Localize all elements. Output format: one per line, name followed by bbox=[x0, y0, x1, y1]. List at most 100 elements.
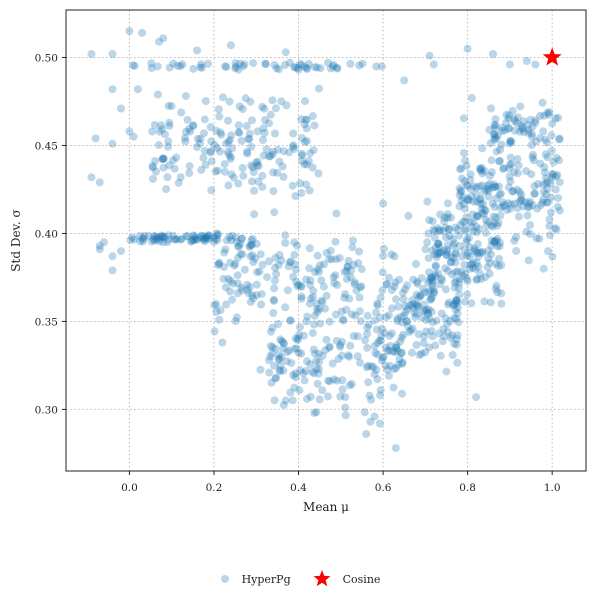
hyperpg-point bbox=[302, 115, 311, 124]
hyperpg-point bbox=[392, 344, 401, 353]
hyperpg-point bbox=[117, 104, 125, 113]
hyperpg-point bbox=[186, 237, 195, 246]
hyperpg-point bbox=[229, 279, 238, 288]
hyperpg-point bbox=[173, 61, 182, 70]
hyperpg-point bbox=[245, 242, 254, 251]
hyperpg-point bbox=[275, 250, 284, 259]
hyperpg-point bbox=[427, 307, 436, 316]
hyperpg-point bbox=[448, 270, 457, 279]
hyperpg-point bbox=[190, 236, 199, 245]
hyperpg-point bbox=[177, 108, 186, 117]
hyperpg-point bbox=[498, 123, 507, 132]
hyperpg-point bbox=[457, 267, 466, 276]
hyperpg-point bbox=[414, 330, 423, 339]
hyperpg-point bbox=[397, 349, 406, 358]
hyperpg-point bbox=[302, 124, 311, 133]
hyperpg-point bbox=[252, 291, 261, 300]
hyperpg-point bbox=[555, 206, 564, 215]
hyperpg-point bbox=[494, 182, 503, 191]
y-axis-label: Std Dev. σ bbox=[9, 209, 23, 271]
hyperpg-point bbox=[531, 60, 540, 69]
hyperpg-point bbox=[313, 251, 322, 260]
hyperpg-point bbox=[245, 129, 254, 138]
hyperpg-point bbox=[130, 61, 139, 70]
hyperpg-point bbox=[202, 235, 211, 244]
hyperpg-point bbox=[170, 235, 179, 244]
hyperpg-point bbox=[476, 165, 485, 174]
hyperpg-point bbox=[443, 266, 452, 275]
hyperpg-point bbox=[486, 139, 495, 148]
hyperpg-point bbox=[315, 267, 324, 276]
hyperpg-point bbox=[415, 351, 424, 359]
hyperpg-point bbox=[553, 202, 562, 211]
hyperpg-point bbox=[497, 299, 506, 308]
hyperpg-point bbox=[554, 113, 563, 122]
hyperpg-point bbox=[261, 59, 270, 68]
hyperpg-point bbox=[531, 189, 539, 198]
hyperpg-point bbox=[316, 319, 325, 328]
hyperpg-point bbox=[271, 344, 280, 353]
hyperpg-point bbox=[453, 309, 462, 318]
hyperpg-point bbox=[542, 179, 551, 188]
hyperpg-point bbox=[214, 259, 223, 268]
hyperpg-point bbox=[171, 235, 180, 244]
hyperpg-point bbox=[455, 191, 464, 200]
hyperpg-point bbox=[152, 235, 161, 244]
hyperpg-point bbox=[480, 297, 489, 306]
hyperpg-point bbox=[315, 84, 323, 93]
hyperpg-point bbox=[169, 156, 178, 165]
hyperpg-point bbox=[267, 378, 276, 387]
hyperpg-point bbox=[378, 286, 387, 295]
hyperpg-point bbox=[510, 126, 519, 135]
hyperpg-point bbox=[346, 273, 355, 282]
hyperpg-point bbox=[268, 150, 277, 159]
y-tick-labels: 0.30 0.35 0.40 0.45 0.50 bbox=[35, 53, 58, 417]
grid-lines bbox=[66, 10, 586, 471]
hyperpg-point bbox=[484, 192, 493, 201]
hyperpg-point bbox=[183, 115, 192, 124]
axis-ticks bbox=[62, 57, 553, 475]
hyperpg-point bbox=[451, 299, 460, 308]
hyperpg-point bbox=[478, 249, 487, 257]
hyperpg-point bbox=[302, 180, 311, 189]
hyperpg-point bbox=[531, 118, 540, 127]
hyperpg-point bbox=[513, 169, 522, 178]
hyperpg-point bbox=[492, 236, 501, 245]
hyperpg-point bbox=[452, 296, 461, 304]
hyperpg-point bbox=[424, 229, 433, 238]
hyperpg-point bbox=[513, 185, 521, 194]
hyperpg-point bbox=[207, 147, 216, 156]
hyperpg-point bbox=[243, 285, 252, 294]
hyperpg-point bbox=[151, 232, 160, 241]
hyperpg-point bbox=[525, 202, 534, 211]
hyperpg-point bbox=[491, 183, 500, 191]
hyperpg-point bbox=[382, 280, 391, 289]
hyperpg-point bbox=[215, 112, 224, 121]
hyperpg-point bbox=[453, 298, 462, 307]
hyperpg-point bbox=[238, 286, 247, 295]
hyperpg-point bbox=[317, 276, 326, 285]
hyperpg-point bbox=[319, 282, 328, 291]
hyperpg-point bbox=[552, 172, 561, 181]
hyperpg-point bbox=[376, 336, 385, 345]
hyperpg-point bbox=[91, 134, 100, 143]
hyperpg-point bbox=[281, 231, 290, 240]
hyperpg-point bbox=[386, 361, 395, 370]
hyperpg-point bbox=[490, 238, 499, 247]
hyperpg-point bbox=[196, 63, 205, 72]
hyperpg-point bbox=[310, 349, 319, 358]
hyperpg-point bbox=[447, 213, 456, 222]
hyperpg-point bbox=[435, 243, 444, 252]
hyperpg-point bbox=[487, 104, 495, 113]
hyperpg-point bbox=[422, 316, 431, 325]
hyperpg-point bbox=[248, 251, 257, 260]
hyperpg-point bbox=[425, 343, 434, 352]
hyperpg-point bbox=[465, 252, 474, 261]
hyperpg-point bbox=[376, 313, 385, 322]
hyperpg-point bbox=[436, 248, 445, 257]
hyperpg-point bbox=[495, 190, 504, 199]
hyperpg-point bbox=[216, 128, 225, 137]
hyperpg-point bbox=[452, 314, 461, 323]
hyperpg-point bbox=[472, 393, 481, 402]
hyperpg-point bbox=[237, 234, 246, 243]
